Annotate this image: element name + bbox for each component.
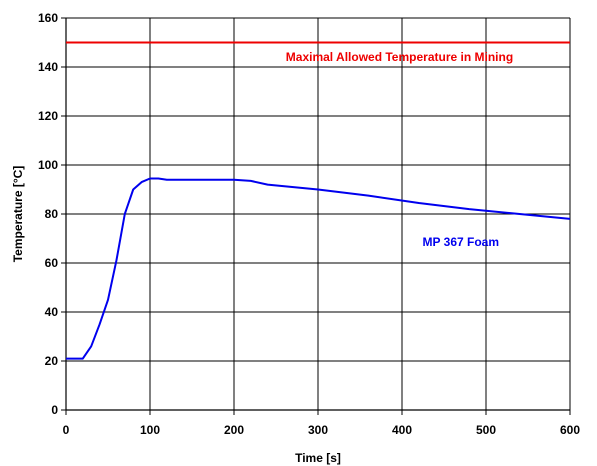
- axes: [61, 17, 571, 415]
- series-line-0: [66, 177, 571, 360]
- y-axis-label: Temperature [°C]: [11, 166, 25, 263]
- y-tick-label: 40: [45, 305, 59, 319]
- y-tick-label: 0: [51, 403, 58, 417]
- y-tick-label: 60: [45, 256, 59, 270]
- y-tick-label: 80: [45, 207, 59, 221]
- annotations: Maximal Allowed Temperature in Mining MP …: [286, 50, 513, 249]
- y-tick-label: 120: [38, 109, 58, 123]
- y-tick-label: 140: [38, 60, 58, 74]
- x-tick-label: 0: [63, 423, 70, 437]
- x-tick-label: 300: [308, 423, 328, 437]
- x-tick-label: 400: [392, 423, 412, 437]
- x-tick-label: 200: [224, 423, 244, 437]
- y-tick-label: 160: [38, 11, 58, 25]
- x-tick-label: 500: [476, 423, 496, 437]
- annotation-label-1: MP 367 Foam: [423, 235, 499, 249]
- grid-lines: [66, 17, 571, 410]
- series-group: [66, 41, 571, 360]
- tick-labels: 0 20 40 60 80 100 120 140 160 0 100 200 300 400 500 600: [38, 11, 580, 437]
- y-tick-label: 100: [38, 158, 58, 172]
- x-tick-label: 600: [560, 423, 580, 437]
- x-axis-label: Time [s]: [295, 451, 341, 465]
- y-tick-label: 20: [45, 354, 59, 368]
- x-tick-label: 100: [140, 423, 160, 437]
- annotation-label-0: Maximal Allowed Temperature in Mining: [286, 50, 513, 64]
